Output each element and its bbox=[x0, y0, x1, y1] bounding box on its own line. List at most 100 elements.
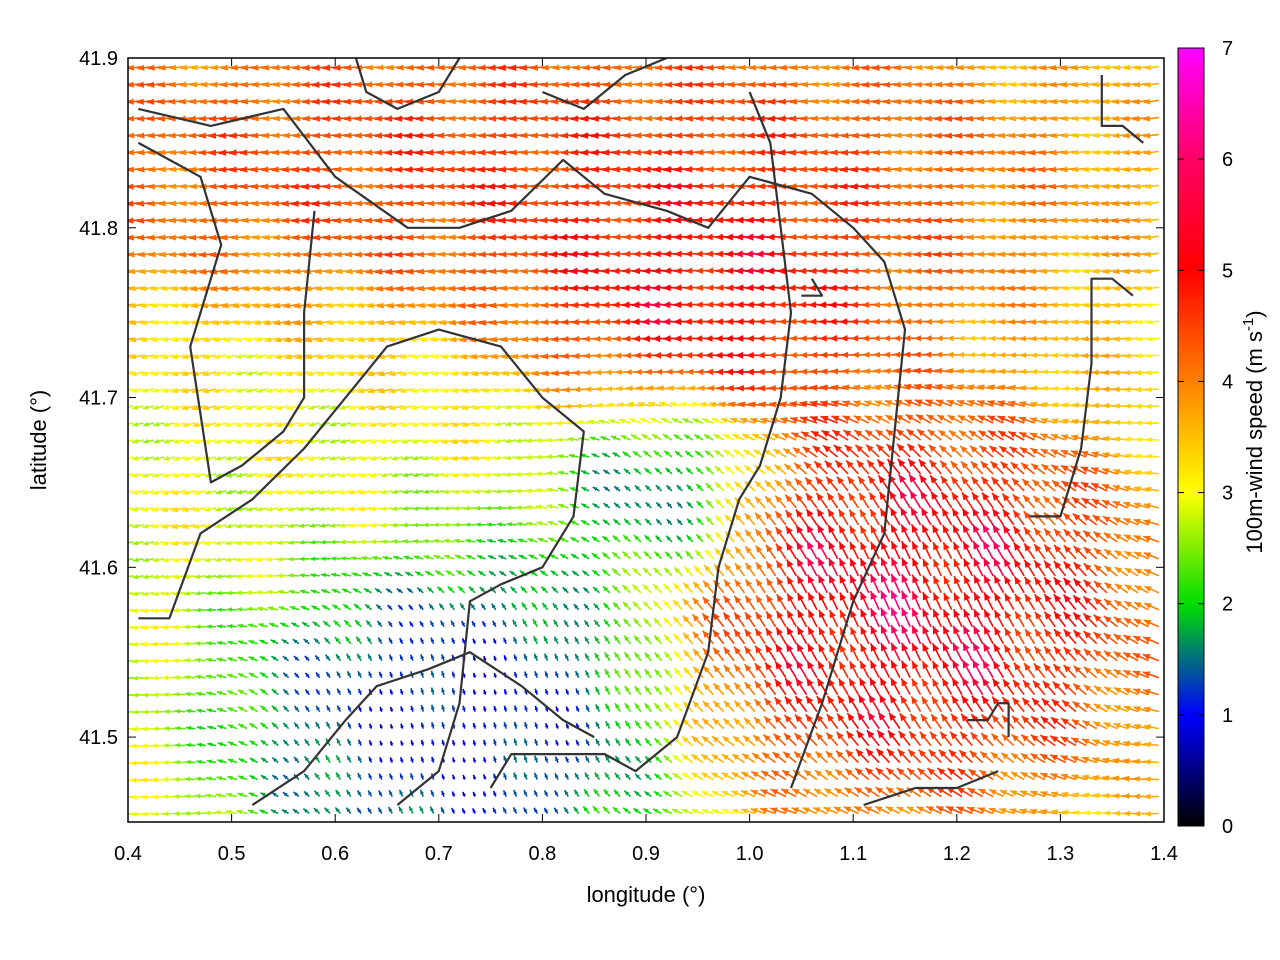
wind-vector bbox=[259, 688, 269, 696]
wind-vector bbox=[314, 738, 321, 747]
wind-vector bbox=[225, 455, 237, 461]
wind-vector bbox=[128, 251, 144, 258]
wind-vector bbox=[128, 320, 134, 323]
wind-vector bbox=[181, 523, 196, 530]
wind-vector bbox=[152, 404, 165, 410]
wind-vector bbox=[172, 438, 186, 444]
x-tick-label: 1.0 bbox=[736, 843, 764, 865]
wind-vector bbox=[234, 405, 248, 411]
wind-vector bbox=[142, 692, 154, 698]
wind-vector bbox=[336, 671, 342, 679]
wind-vector bbox=[159, 166, 175, 173]
wind-vector bbox=[263, 251, 279, 258]
wind-vector bbox=[305, 354, 320, 360]
wind-vector bbox=[227, 623, 237, 629]
wind-vector bbox=[141, 489, 155, 495]
wind-vector bbox=[227, 758, 238, 764]
wind-vector bbox=[223, 336, 237, 343]
wind-vector bbox=[320, 589, 331, 594]
wind-vector bbox=[313, 790, 321, 798]
wind-vector bbox=[203, 540, 217, 546]
wind-vector bbox=[161, 624, 175, 630]
wind-vector bbox=[141, 726, 154, 732]
wind-vector bbox=[339, 421, 351, 427]
wind-vector bbox=[128, 456, 134, 459]
wind-vector bbox=[260, 757, 269, 764]
wind-vector bbox=[271, 688, 279, 696]
wind-vector bbox=[215, 574, 227, 579]
wind-vector bbox=[234, 336, 248, 343]
wind-vector bbox=[142, 404, 155, 410]
wind-vector bbox=[162, 591, 175, 597]
wind-vector bbox=[255, 353, 269, 359]
wind-vector bbox=[293, 739, 300, 747]
wind-vector bbox=[161, 336, 175, 343]
wind-vector bbox=[318, 472, 331, 478]
wind-vector bbox=[226, 607, 237, 612]
wind-vector bbox=[174, 725, 186, 731]
colorbar-tick-label: 3 bbox=[1222, 483, 1233, 505]
wind-vector bbox=[259, 671, 269, 679]
wind-vector bbox=[256, 388, 269, 393]
y-tick-label: 41.7 bbox=[79, 388, 118, 410]
wind-vector bbox=[253, 285, 268, 292]
wind-vector bbox=[214, 438, 227, 445]
wind-vector bbox=[141, 472, 155, 478]
wind-vector bbox=[220, 285, 237, 292]
wind-vector bbox=[246, 606, 258, 612]
wind-vector bbox=[153, 421, 165, 427]
wind-vector bbox=[357, 739, 362, 746]
wind-vector bbox=[160, 268, 175, 275]
wind-vector bbox=[210, 285, 227, 292]
wind-vector bbox=[206, 624, 217, 629]
wind-vector bbox=[270, 639, 279, 645]
wind-vector bbox=[227, 741, 238, 747]
wind-vector bbox=[265, 472, 279, 479]
wind-vector bbox=[161, 370, 175, 377]
wind-vector bbox=[293, 672, 300, 679]
wind-vector bbox=[270, 809, 279, 815]
wind-vector bbox=[345, 807, 352, 814]
wind-vector bbox=[128, 439, 134, 442]
wind-vector bbox=[282, 705, 290, 713]
wind-vector bbox=[271, 705, 279, 713]
wind-vector bbox=[131, 387, 144, 394]
wind-vector bbox=[317, 371, 331, 377]
wind-vector bbox=[329, 421, 341, 427]
wind-vector bbox=[170, 268, 186, 275]
wind-vector bbox=[252, 268, 268, 275]
wind-vector bbox=[162, 557, 175, 563]
wind-vector bbox=[297, 422, 310, 428]
wind-vector bbox=[330, 572, 341, 578]
wind-vector bbox=[185, 742, 196, 748]
wind-vector bbox=[299, 556, 310, 562]
wind-vector bbox=[139, 285, 155, 292]
wind-vector bbox=[161, 540, 175, 546]
wind-vector bbox=[131, 472, 144, 478]
x-tick-label: 0.8 bbox=[528, 843, 556, 865]
wind-vector bbox=[172, 574, 186, 580]
wind-vector bbox=[235, 590, 248, 596]
wind-vector bbox=[182, 489, 196, 496]
wind-vector bbox=[246, 506, 258, 512]
wind-vector bbox=[163, 726, 175, 731]
wind-vector bbox=[282, 774, 290, 781]
wind-vector bbox=[245, 405, 258, 411]
x-tick-label: 0.6 bbox=[321, 843, 349, 865]
wind-vector bbox=[330, 556, 341, 561]
wind-vector bbox=[303, 790, 310, 798]
wind-vector bbox=[152, 455, 165, 461]
wind-vector bbox=[159, 251, 175, 258]
wind-vector bbox=[214, 540, 227, 546]
wind-vector bbox=[331, 604, 341, 611]
wind-vector bbox=[310, 556, 320, 562]
wind-vector bbox=[278, 606, 289, 611]
wind-vector bbox=[307, 472, 320, 478]
wind-vector bbox=[169, 183, 186, 190]
wind-vector bbox=[194, 590, 206, 596]
wind-vector bbox=[282, 722, 290, 730]
wind-vector bbox=[273, 268, 289, 275]
wind-vector bbox=[184, 793, 196, 799]
